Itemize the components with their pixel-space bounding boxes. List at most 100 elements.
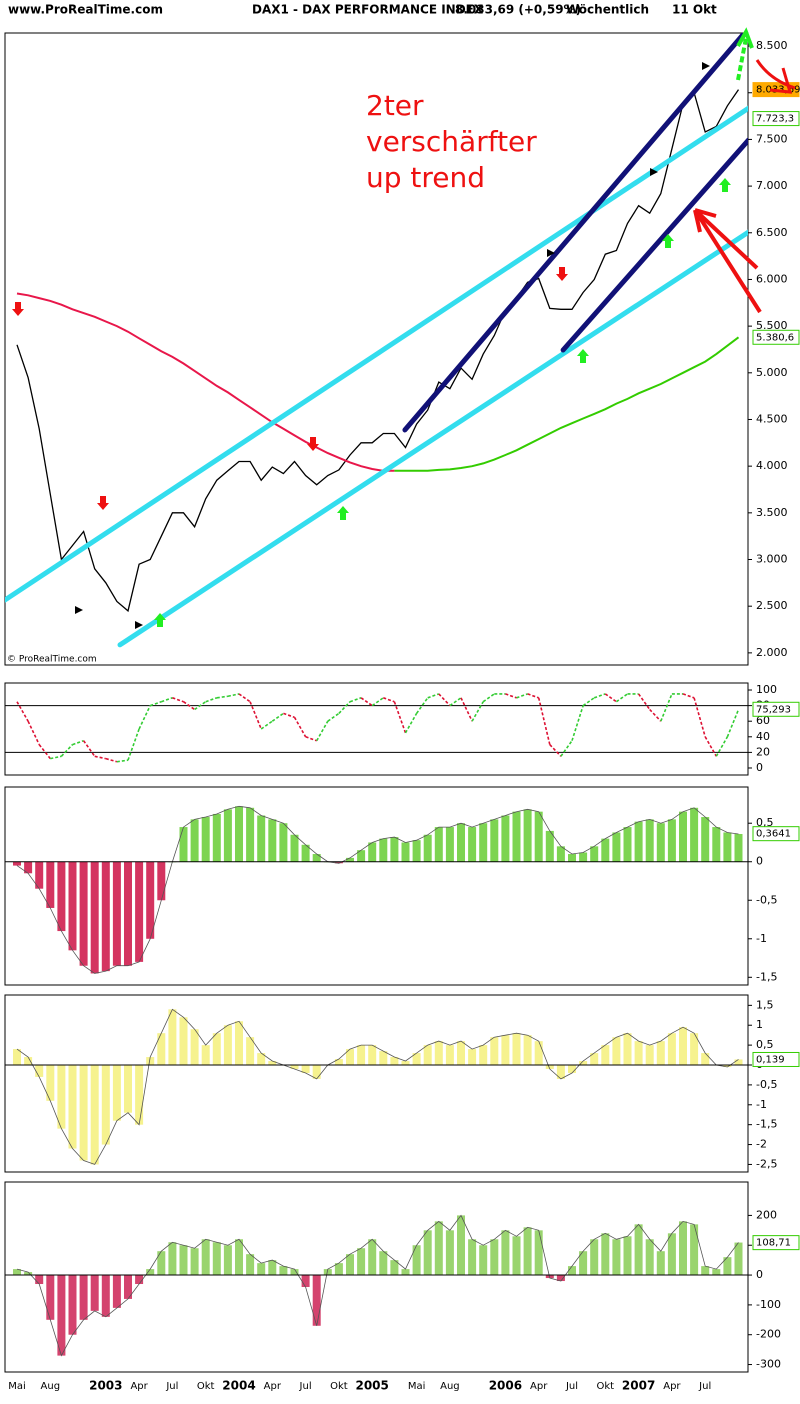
value-box xyxy=(752,111,800,127)
x-tick-label: Okt xyxy=(197,1381,215,1392)
period: Wöchentlich xyxy=(566,3,649,17)
bar xyxy=(346,857,354,862)
bar xyxy=(334,1263,343,1276)
bar xyxy=(190,1248,199,1276)
y-tick-label: 0,5 xyxy=(756,1038,774,1051)
indicator-segment xyxy=(293,716,307,738)
bar xyxy=(479,1045,488,1066)
indicator-segment xyxy=(560,740,573,757)
bar xyxy=(512,811,521,862)
indicator-segment xyxy=(260,720,273,730)
bar xyxy=(623,1236,632,1276)
bar xyxy=(46,1275,55,1320)
x-tick-label: Apr xyxy=(530,1381,548,1392)
plot xyxy=(5,805,748,974)
value-box-label: 75,293 xyxy=(756,704,791,715)
indicator-segment xyxy=(582,697,595,707)
bar xyxy=(235,1021,243,1066)
bar xyxy=(390,837,399,862)
bar xyxy=(423,1230,432,1276)
bar xyxy=(246,1037,255,1066)
indicator-segment xyxy=(682,693,695,699)
plot xyxy=(5,693,748,763)
value-box-label: 5.380,6 xyxy=(756,332,794,343)
bar xyxy=(512,1033,521,1066)
indicator-segment xyxy=(27,720,40,745)
y-tick-label: 40 xyxy=(756,730,770,743)
y-tick-label: 0,5 xyxy=(756,816,774,829)
y-tick-label: -300 xyxy=(756,1358,781,1371)
bar xyxy=(690,1033,699,1066)
indicator-segment xyxy=(105,757,118,763)
bar xyxy=(667,1033,676,1066)
trend-line xyxy=(5,105,748,603)
site: www.ProRealTime.com xyxy=(8,3,163,17)
indicator-segment xyxy=(649,708,662,722)
annotation-arrows xyxy=(693,59,796,314)
annotation: verschärfter xyxy=(366,125,537,158)
bar xyxy=(124,1065,132,1113)
x-tick-label: Apr xyxy=(264,1381,282,1392)
indicator-segment xyxy=(72,739,84,746)
x-tick-label: 2007 xyxy=(622,1379,655,1393)
bar xyxy=(501,1230,510,1276)
bar xyxy=(634,1224,643,1276)
bar xyxy=(601,838,610,862)
bar xyxy=(190,819,199,862)
bar xyxy=(545,1065,554,1069)
y-tick-label: -100 xyxy=(756,1298,781,1311)
bar xyxy=(312,854,321,862)
bar xyxy=(157,861,166,901)
indicator-segment xyxy=(571,705,584,741)
bar xyxy=(579,1251,588,1276)
value-box-label: 108,71 xyxy=(756,1238,791,1249)
bar xyxy=(301,844,310,862)
panel: 0,5 0 -0,5 -1 -1,5 0,3641 xyxy=(4,786,800,986)
bar xyxy=(368,1239,377,1276)
bar xyxy=(290,1065,299,1069)
value-box xyxy=(752,1051,800,1067)
bar xyxy=(634,1041,643,1066)
bar xyxy=(101,861,110,972)
indicator-segment xyxy=(271,712,284,722)
bar xyxy=(545,830,554,862)
indicator-segment xyxy=(516,693,528,699)
indicator-segment xyxy=(172,697,184,703)
bar xyxy=(346,1049,354,1066)
bar xyxy=(379,1251,388,1276)
bar xyxy=(734,1242,743,1276)
bar xyxy=(401,842,410,862)
indicator-segment xyxy=(693,697,706,738)
bar xyxy=(223,1025,232,1066)
bar xyxy=(35,1065,44,1077)
bar xyxy=(368,842,377,862)
sell-signals xyxy=(12,267,568,510)
bar xyxy=(212,813,221,862)
bar xyxy=(290,834,299,862)
series-line xyxy=(16,89,740,613)
bar xyxy=(634,821,643,862)
bar xyxy=(690,807,699,862)
annotation: 2ter xyxy=(366,89,424,122)
indicator-segment xyxy=(349,697,362,703)
bar xyxy=(412,840,421,862)
x-tick-label: 2004 xyxy=(222,1379,255,1393)
bar xyxy=(556,1065,565,1079)
bar xyxy=(279,1266,288,1276)
bar xyxy=(90,1275,99,1311)
bar xyxy=(656,1041,665,1066)
bar-outline xyxy=(16,1214,739,1357)
bar xyxy=(534,811,543,862)
y-tick-label: 3.500 xyxy=(756,506,788,519)
bar xyxy=(268,1260,277,1276)
bar xyxy=(57,1065,66,1129)
bar xyxy=(312,1065,321,1079)
indicator-segment xyxy=(127,728,140,761)
bar xyxy=(501,1035,510,1066)
trend-line xyxy=(402,33,748,433)
indicator-segment xyxy=(593,693,606,699)
y-tick-label: 8.500 xyxy=(756,39,788,52)
indicator-segment xyxy=(327,712,340,722)
